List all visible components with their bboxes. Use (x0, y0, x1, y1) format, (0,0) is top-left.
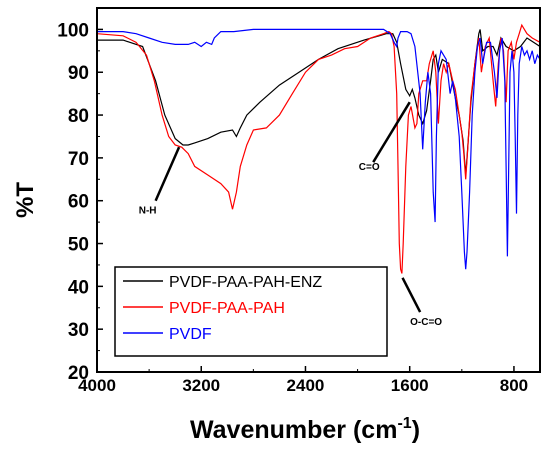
x-tick-label: 2400 (287, 376, 325, 395)
annotation-label-2: O-C=O (410, 317, 442, 328)
y-tick-label: 30 (68, 320, 89, 341)
y-tick-label: 60 (68, 192, 89, 213)
series-layer (97, 23, 540, 274)
legend-label-1: PVDF-PAA-PAH (169, 300, 285, 317)
y-tick-label: 80 (68, 106, 89, 127)
annotation-label-0: N-H (139, 206, 157, 217)
y-tick-label: 70 (68, 149, 89, 170)
plot-frame (96, 7, 541, 373)
annotation-layer: N-H C=O O-C=O (139, 101, 442, 328)
x-axis-label: Wavenumber (cm-1) (190, 415, 420, 444)
y-tick-label: 40 (68, 277, 89, 298)
annotation-line-2 (401, 277, 422, 313)
legend-label-2: PVDF (169, 326, 212, 343)
y-tick-label: 100 (57, 20, 89, 41)
series-line-2 (97, 28, 540, 270)
x-tick-label: 1600 (391, 376, 429, 395)
legend: PVDF-PAA-PAH-ENZ PVDF-PAA-PAH PVDF (114, 266, 388, 357)
annotation-line-1 (372, 101, 411, 163)
legend-box (114, 266, 388, 357)
y-tick-label: 50 (68, 235, 89, 256)
y-axis-label: %T (12, 182, 39, 218)
legend-label-0: PVDF-PAA-PAH-ENZ (169, 274, 322, 291)
x-axis-label-superscript: -1 (397, 415, 411, 432)
x-tick-label: 3200 (182, 376, 220, 395)
annotation-line-0 (154, 146, 181, 202)
x-axis-label-end: ) (412, 416, 420, 444)
axes-layer: 4000 3200 2400 1600 800 20 30 40 50 60 70 80 90 100 (57, 7, 541, 395)
x-axis-label-main: Wavenumber (cm (190, 416, 397, 444)
annotation-label-1: C=O (359, 162, 380, 173)
y-tick-label: 20 (68, 363, 89, 384)
x-tick-label: 800 (500, 376, 528, 395)
y-tick-label: 90 (68, 63, 89, 84)
x-tick-label: 4000 (78, 376, 116, 395)
